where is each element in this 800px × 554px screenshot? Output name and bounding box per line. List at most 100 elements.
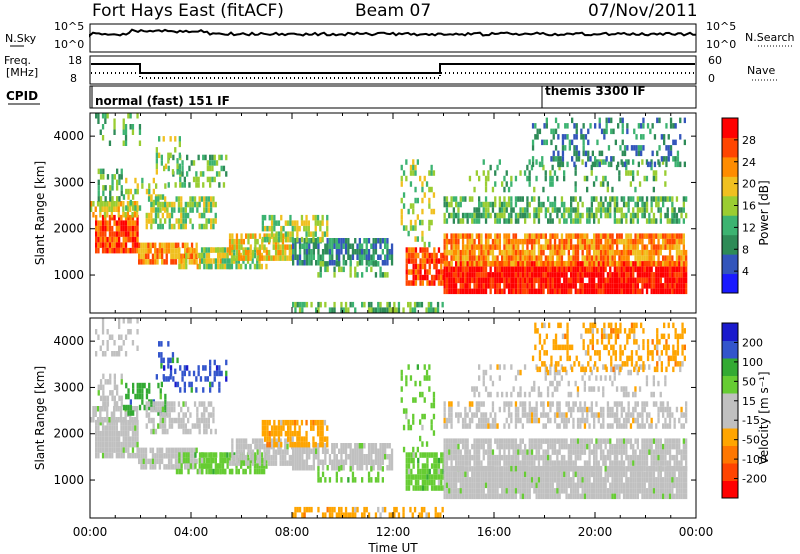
heatmap-cell <box>627 233 630 239</box>
heatmap-cell <box>531 123 535 129</box>
heatmap-cell <box>680 493 683 500</box>
heatmap-cell <box>498 277 501 284</box>
heatmap-cell <box>605 123 608 129</box>
heatmap-cell <box>662 255 665 261</box>
heatmap-cell <box>586 260 589 267</box>
heatmap-cell <box>95 113 98 119</box>
heatmap-cell <box>543 139 546 146</box>
heatmap-cell <box>560 288 564 295</box>
heatmap-cell <box>598 150 601 157</box>
heatmap-cell <box>542 164 545 171</box>
heatmap-cell <box>108 425 112 431</box>
heatmap-cell <box>576 493 580 500</box>
heatmap-cell <box>673 212 676 219</box>
heatmap-cell <box>187 417 190 424</box>
heatmap-cell <box>407 247 411 253</box>
heatmap-cell <box>402 225 406 231</box>
heatmap-cell <box>519 283 522 289</box>
heatmap-cell <box>550 139 553 146</box>
heatmap-cell <box>597 249 600 256</box>
heatmap-cell <box>648 238 651 245</box>
heatmap-cell <box>433 252 436 259</box>
heatmap-cell <box>574 249 577 256</box>
heatmap-cell <box>109 379 112 385</box>
heatmap-cell <box>567 283 570 289</box>
heatmap-cell <box>452 272 455 278</box>
heatmap-cell <box>361 243 364 249</box>
heatmap-cell <box>161 412 164 418</box>
heatmap-cell <box>475 212 478 219</box>
heatmap-cell <box>603 128 606 135</box>
heatmap-cell <box>615 164 619 171</box>
heatmap-cell <box>175 468 179 475</box>
heatmap-cell <box>512 238 515 245</box>
heatmap-cell <box>662 288 665 295</box>
heatmap-cell <box>102 190 105 197</box>
heatmap-cell <box>652 288 656 295</box>
heatmap-cell <box>471 477 474 483</box>
heatmap-cell <box>576 261 580 267</box>
heatmap-cell <box>581 277 584 284</box>
heatmap-cell <box>405 457 408 464</box>
heatmap-cell <box>501 255 504 261</box>
heatmap-cell <box>478 283 481 289</box>
heatmap-cell <box>198 463 201 469</box>
heatmap-cell <box>604 244 607 250</box>
heatmap-cell <box>636 212 639 219</box>
heatmap-cell <box>450 266 453 273</box>
heatmap-cell <box>634 283 637 289</box>
heatmap-cell <box>205 468 208 475</box>
heatmap-cell <box>187 468 190 475</box>
heatmap-cell <box>507 201 511 208</box>
heatmap-cell <box>182 263 186 270</box>
heatmap-cell <box>402 446 406 453</box>
heatmap-cell <box>120 168 123 175</box>
heatmap-cell <box>457 277 460 284</box>
heatmap-cell <box>122 212 125 218</box>
heatmap-cell <box>512 207 515 213</box>
heatmap-cell <box>459 493 462 500</box>
heatmap-cell <box>530 249 534 256</box>
heatmap-cell <box>489 260 492 267</box>
heatmap-cell <box>437 269 441 275</box>
heatmap-cell <box>170 406 174 413</box>
heatmap-cell <box>636 249 639 256</box>
heatmap-cell <box>412 170 415 176</box>
heatmap-cell <box>507 477 511 483</box>
nave-label: Nave <box>747 64 775 77</box>
heatmap-cell <box>668 255 672 261</box>
heatmap-cell <box>586 493 589 500</box>
heatmap-cell <box>238 255 241 261</box>
heatmap-cell <box>101 417 104 423</box>
heatmap-cell <box>344 459 348 465</box>
heatmap-cell <box>386 443 389 449</box>
heatmap-cell <box>549 488 552 494</box>
heatmap-cell <box>122 118 125 124</box>
heatmap-cell <box>526 488 529 494</box>
heatmap-cell <box>521 471 524 478</box>
heatmap-cell <box>409 219 413 226</box>
heatmap-cell <box>682 261 685 267</box>
heatmap-cell <box>633 145 636 151</box>
heatmap-cell <box>356 459 359 465</box>
heatmap-cell <box>340 477 343 483</box>
heatmap-cell <box>287 436 290 442</box>
heatmap-cell <box>622 244 626 250</box>
heatmap-cell <box>599 212 603 219</box>
heatmap-cell <box>459 249 462 256</box>
heatmap-cell <box>163 259 166 265</box>
heatmap-cell <box>478 218 481 224</box>
heatmap-cell <box>466 466 469 472</box>
heatmap-cell <box>580 134 583 140</box>
heatmap-cell <box>101 113 105 119</box>
heatmap-cell <box>249 263 252 270</box>
heatmap-cell <box>430 186 433 193</box>
heatmap-cell <box>593 277 596 284</box>
heatmap-cell <box>519 260 522 267</box>
heatmap-cell <box>349 443 352 449</box>
heatmap-cell <box>680 283 683 289</box>
heatmap-cell <box>645 249 649 256</box>
heatmap-cell <box>514 471 518 478</box>
heatmap-cell <box>588 218 591 224</box>
